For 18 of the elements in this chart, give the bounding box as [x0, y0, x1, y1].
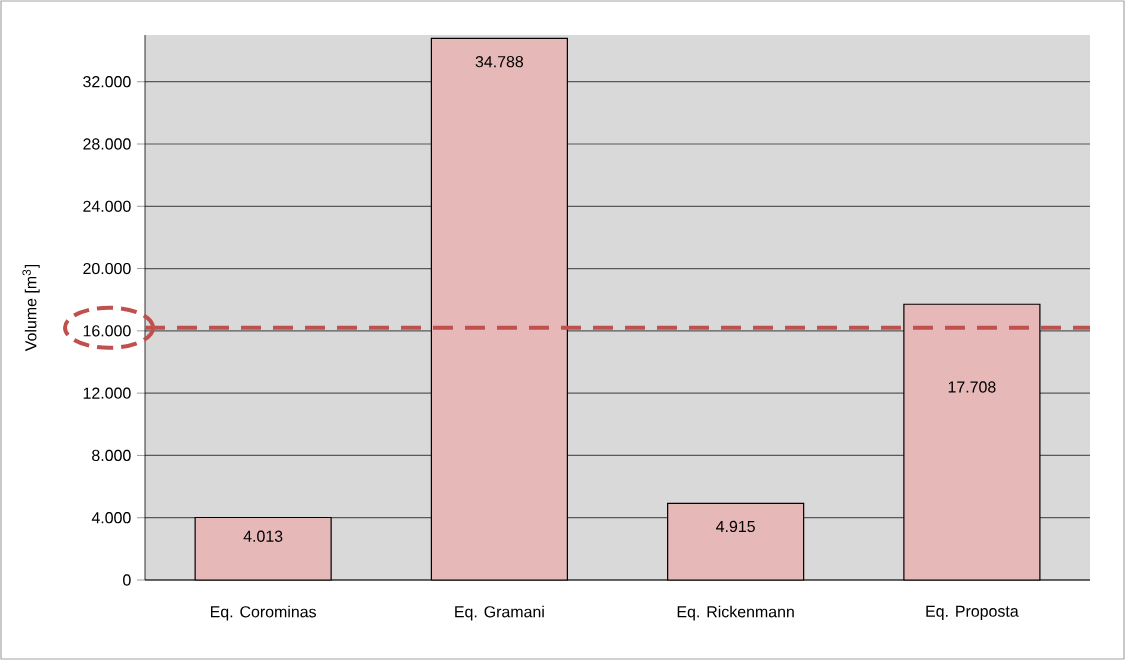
x-tick-label: Eq. Corominas [211, 605, 316, 621]
x-tick-label: Eq. Rickenmann [677, 605, 794, 621]
data-label: 4.013 [243, 530, 283, 542]
y-tick-label: 20.000 [83, 262, 131, 275]
y-tick-label: 24.000 [83, 200, 131, 212]
y-axis-title: Volume [m$^{3}$] [22, 264, 40, 352]
data-label: 34.788 [475, 56, 524, 68]
x-tick-label: Eq. Proposta [926, 605, 1019, 620]
y-tick-label: 12.000 [83, 387, 131, 399]
x-tick-label: Eq. Gramani [455, 605, 544, 621]
y-tick-label: 32.000 [83, 76, 131, 88]
y-tick-label: 28.000 [83, 138, 131, 150]
data-label: 17.708 [948, 381, 996, 393]
data-label: 4.915 [716, 520, 755, 533]
y-tick-label: 8.000 [92, 449, 131, 462]
y-tick-label: 16.000 [83, 325, 131, 337]
y-tick-label: 4.000 [91, 512, 131, 524]
y-tick-label: 0 [123, 574, 131, 586]
